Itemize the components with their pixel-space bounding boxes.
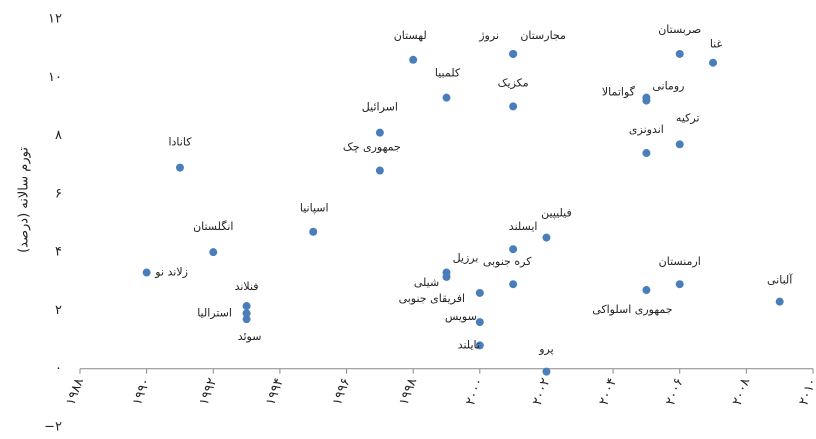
y-tick-label: ۱۰ [48, 70, 62, 85]
y-tick-label: −۲ [44, 420, 62, 435]
x-tick-label: ۲۰۰۲ [530, 376, 554, 407]
y-tick-label: ۸ [55, 128, 62, 143]
point-label: رومانی [652, 80, 684, 93]
point [442, 272, 451, 281]
point [542, 367, 551, 376]
point-label: سوئد [238, 330, 262, 343]
x-tick-label: ۱۹۸۸ [63, 376, 87, 407]
point [242, 315, 251, 324]
y-tick-label: ۶ [55, 186, 62, 201]
y-tick-label: ۲ [55, 303, 62, 318]
point-label: افریقای جنوبی [399, 292, 466, 305]
point-label: جمهوری اسلواکی [592, 303, 672, 316]
point [509, 102, 518, 111]
point [475, 318, 484, 327]
y-tick-label: ۱۲ [48, 12, 62, 27]
point [509, 245, 518, 254]
point [175, 163, 184, 172]
point [642, 286, 651, 295]
point-label: غنا [710, 38, 723, 51]
point [475, 341, 484, 350]
point-label: جمهوری چک [343, 141, 401, 154]
point [309, 227, 318, 236]
x-tick-label: ۱۹۹۶ [330, 376, 354, 407]
point-label: تایلند [458, 338, 480, 351]
point-label: مکزیک [498, 76, 529, 89]
point [509, 280, 518, 289]
x-tick-label: ۲۰۰۸ [730, 376, 754, 407]
point [675, 49, 684, 58]
point [442, 93, 451, 102]
point-label: زلاند نو [154, 266, 188, 279]
point-label: فنلاند [235, 280, 259, 293]
point-label: پرو [538, 343, 553, 356]
point-label: کانادا [168, 136, 192, 149]
point-label: اندونزی [629, 123, 664, 136]
point-label: اسرائیل [362, 101, 398, 114]
point [209, 248, 218, 257]
point-label: گواتمالا [602, 86, 636, 99]
point [775, 297, 784, 306]
x-tick-label: ۱۹۹۰ [130, 376, 154, 407]
y-tick-label: ۰ [55, 361, 62, 376]
point-label: صربستان [658, 23, 701, 36]
point [542, 233, 551, 242]
point [642, 96, 651, 105]
point-label: ارمنستان [659, 255, 701, 268]
y-axis-label: تورم سالانه (درصد) [17, 147, 32, 253]
point [509, 49, 518, 58]
y-tick-label: ۴ [55, 245, 62, 260]
point [675, 280, 684, 289]
point-label: نروژ [478, 29, 499, 42]
point-label: ترکیه [676, 111, 700, 124]
point-label: ایسلند [509, 220, 538, 233]
point-label: برزیل [453, 252, 479, 265]
point [475, 288, 484, 297]
point [642, 149, 651, 158]
point-label: انگلستان [193, 220, 233, 233]
x-tick-label: ۲۰۰۶ [663, 376, 687, 407]
x-tick-label: ۲۰۰۰ [463, 376, 487, 407]
point-label: کره جنوبی [483, 255, 532, 268]
point-label: اسپانیا [300, 202, 329, 215]
point [375, 166, 384, 175]
point [375, 128, 384, 137]
point [709, 58, 718, 67]
point [142, 268, 151, 277]
point-label: استرالیا [197, 306, 232, 319]
point-label: کلمبیا [435, 67, 461, 80]
point-label: شیلی [414, 276, 439, 289]
point [242, 309, 251, 318]
x-tick-label: ۲۰۰۴ [596, 376, 620, 407]
point [675, 140, 684, 149]
point-label: فیلیپین [541, 207, 572, 220]
x-tick-label: ۱۹۹۲ [197, 376, 221, 407]
point-label: آلبانی [767, 273, 793, 287]
point-label: سویس [445, 310, 477, 323]
point [409, 55, 418, 64]
point-label: لهستان [394, 29, 427, 42]
x-tick-label: ۱۹۹۸ [397, 376, 421, 407]
x-tick-label: ۲۰۱۰ [796, 376, 816, 407]
point [242, 302, 251, 311]
point-label: مجارستان [520, 29, 566, 42]
x-tick-label: ۱۹۹۴ [263, 376, 287, 407]
